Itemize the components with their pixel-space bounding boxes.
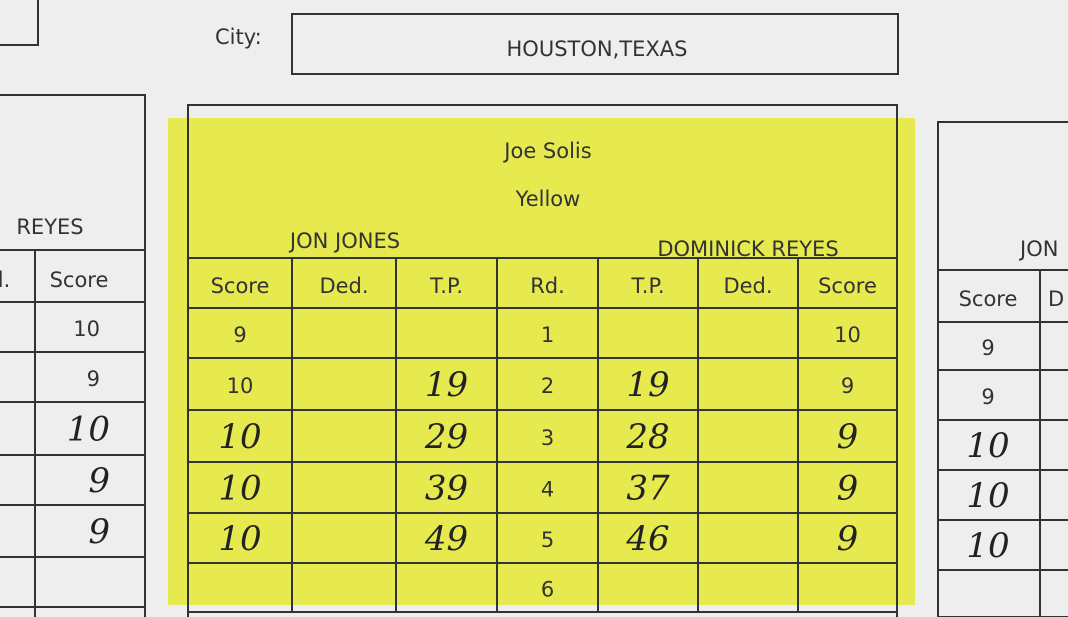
top-left-box: [0, 0, 39, 46]
left-card: [0, 94, 146, 617]
score-cell: 10: [218, 469, 261, 509]
score-cell: 49: [424, 519, 468, 559]
score-cell: 10: [218, 417, 261, 457]
score-cell: 9: [88, 461, 110, 501]
score-cell: 10: [67, 410, 110, 450]
right-card: [937, 121, 1068, 617]
score-cell: 9: [981, 336, 994, 360]
fighter-left: JON JONES: [288, 229, 400, 253]
city-label: City:: [215, 25, 262, 49]
column-header: l.: [0, 268, 10, 292]
column-header: Ded.: [319, 274, 368, 298]
score-cell: 19: [626, 365, 669, 405]
score-cell: 10: [73, 317, 100, 341]
score-cell: 9: [837, 417, 859, 457]
score-cell: 3: [541, 426, 554, 450]
score-cell: 9: [981, 385, 994, 409]
score-cell: 5: [541, 528, 554, 552]
score-cell: 2: [541, 374, 554, 398]
score-cell: 10: [227, 374, 254, 398]
city-box: [291, 13, 899, 75]
column-header: Score: [818, 274, 877, 298]
column-header: T.P.: [630, 274, 664, 298]
score-cell: 10: [966, 426, 1009, 466]
score-cell: 9: [837, 519, 859, 559]
score-cell: 9: [88, 512, 110, 552]
column-header: D: [1048, 287, 1064, 311]
score-cell: 10: [966, 526, 1009, 566]
right-fighter: JON: [1018, 237, 1058, 261]
score-cell: 6: [541, 578, 554, 602]
score-cell: 4: [541, 478, 554, 502]
judge-name: Joe Solis: [502, 139, 591, 163]
score-cell: 9: [837, 469, 859, 509]
card-color: Yellow: [515, 187, 581, 211]
score-cell: 9: [841, 374, 854, 398]
score-cell: 10: [966, 476, 1009, 516]
score-cell: 19: [425, 365, 468, 405]
city-value: HOUSTON,TEXAS: [507, 37, 688, 61]
score-cell: 10: [834, 323, 861, 347]
left-fighter: REYES: [16, 215, 83, 239]
column-header: Ded.: [723, 274, 772, 298]
score-cell: 10: [218, 519, 261, 559]
score-cell: 1: [541, 323, 554, 347]
score-cell: 46: [625, 519, 669, 559]
column-header: Score: [211, 274, 270, 298]
score-cell: 9: [233, 323, 246, 347]
score-cell: 39: [425, 469, 468, 509]
score-cell: 37: [626, 469, 670, 509]
column-header: Score: [959, 287, 1018, 311]
column-header: Score: [50, 268, 109, 292]
column-header: T.P.: [429, 274, 463, 298]
score-cell: 28: [625, 417, 669, 457]
column-header: Rd.: [530, 274, 565, 298]
score-cell: 9: [87, 367, 100, 391]
score-cell: 29: [424, 417, 468, 457]
